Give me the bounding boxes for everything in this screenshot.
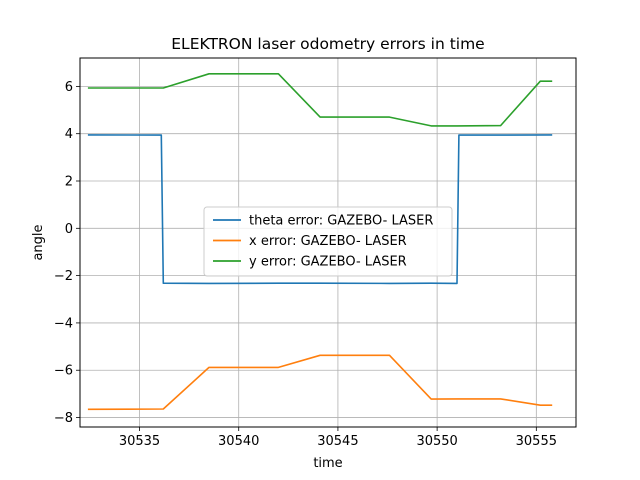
x-tick-label: 30535	[119, 434, 160, 449]
series-line-2	[87, 354, 553, 411]
y-tick-label: −4	[54, 316, 73, 331]
x-tick-label: 30550	[416, 434, 457, 449]
x-tick-label: 30545	[317, 434, 358, 449]
y-axis-label: angle	[31, 224, 46, 260]
legend: theta error: GAZEBO- LASER x error: GAZEB…	[203, 206, 453, 277]
series-line-1	[87, 134, 553, 285]
y-tick-label: 6	[65, 80, 73, 95]
y-tick-label: 0	[65, 222, 73, 237]
legend-label-1: theta error: GAZEBO- LASER	[249, 214, 433, 229]
series-lines	[87, 73, 553, 411]
legend-label-2: x error: GAZEBO- LASER	[249, 234, 407, 249]
y-tick-label: 4	[65, 127, 73, 142]
y-tick-label: 2	[65, 175, 73, 190]
chart-title: ELEKTRON laser odometry errors in time	[171, 35, 484, 53]
series-line-3	[87, 73, 553, 127]
axis-ticks: 30535 30540 30545 30550 30555 −8 −6 −4 −2 0 2 4 6	[54, 80, 557, 449]
legend-label-3: y error: GAZEBO- LASER	[249, 255, 407, 270]
y-tick-label: −6	[54, 364, 73, 379]
x-axis-label: time	[313, 456, 342, 471]
legend-box	[203, 206, 453, 277]
plot-frame	[79, 57, 577, 428]
x-tick-label: 30555	[516, 434, 557, 449]
y-tick-label: −8	[54, 411, 73, 426]
x-tick-label: 30540	[218, 434, 259, 449]
y-tick-label: −2	[54, 269, 73, 284]
